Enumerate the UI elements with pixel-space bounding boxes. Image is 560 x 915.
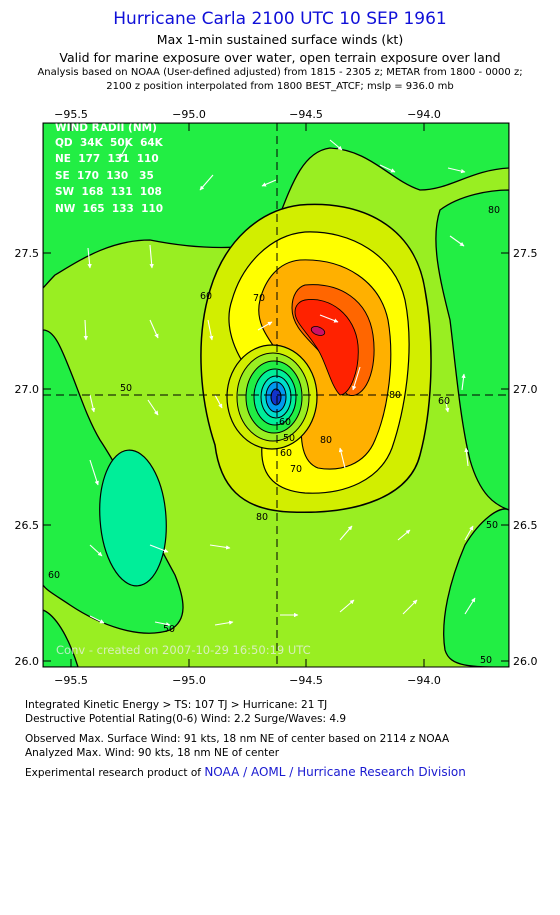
map-subtitle: Max 1-min sustained surface winds (kt): [156, 32, 404, 47]
band-30kt-west: [99, 449, 167, 587]
contour-label: 50: [163, 624, 175, 635]
lat-labels-left: 27.5 27.0 26.5 26.0: [15, 247, 40, 668]
wind-contour-field: 60 70 80 50 60 70 80 60 80 60 50 50 80 6…: [43, 122, 509, 667]
wind-analysis-map: 60 70 80 50 60 70 80 60 80 60 50 50 80 6…: [15, 108, 538, 687]
wind-radii-table: WIND RADII (NM) QD 34K 50K 64K NE 177 13…: [55, 122, 164, 215]
band-40kt-east: [435, 189, 509, 511]
contour-label: 70: [253, 293, 265, 304]
contour-label: 50: [486, 520, 498, 531]
dpr-line: Destructive Potential Rating(0-6) Wind: …: [25, 713, 347, 725]
wind-radii-title: WIND RADII (NM): [55, 122, 157, 134]
wind-radii-header: QD 34K 50K 64K: [55, 137, 164, 149]
lon-label: −94.5: [289, 108, 323, 121]
observed-max-wind: Observed Max. Surface Wind: 91 kts, 18 n…: [25, 733, 450, 745]
map-title: Hurricane Carla 2100 UTC 10 SEP 1961: [113, 9, 447, 29]
contour-label: 80: [320, 435, 332, 446]
contour-labels: 60 70 80 50 60 70 80 60 80 60 50 50 80 6…: [48, 205, 500, 666]
contour-label: 60: [438, 396, 450, 407]
lon-label: −94.0: [407, 108, 441, 121]
contour-label: 60: [280, 448, 292, 459]
contour-label: 60: [200, 291, 212, 302]
lat-label: 26.0: [15, 655, 40, 668]
lon-label: −95.5: [54, 108, 88, 121]
ike-line: Integrated Kinetic Energy > TS: 107 TJ >…: [25, 699, 328, 711]
hrd-link[interactable]: NOAA / AOML / Hurricane Research Divisio…: [204, 765, 466, 779]
band-40kt-southeast: [443, 508, 509, 667]
max-wind-center: [310, 326, 326, 336]
contour-label: 50: [120, 383, 132, 394]
contour-label: 50: [283, 433, 295, 444]
lat-label: 26.5: [513, 519, 538, 532]
contour-label: 50: [480, 655, 492, 666]
lon-label: −95.5: [54, 674, 88, 687]
lat-label: 27.0: [513, 383, 538, 396]
analysis-sources: Analysis based on NOAA (User-defined adj…: [37, 67, 523, 78]
lon-labels-top: −95.5 −95.0 −94.5 −94.0: [54, 108, 441, 121]
lon-label: −95.0: [172, 108, 206, 121]
plot-frame: [42, 122, 510, 668]
analyzed-max-wind: Analyzed Max. Wind: 90 kts, 18 nm NE of …: [25, 747, 280, 759]
lat-label: 26.0: [513, 655, 538, 668]
lon-labels-bottom: −95.5 −95.0 −94.5 −94.0: [54, 674, 441, 687]
lat-label: 27.5: [513, 247, 538, 260]
position-note: 2100 z position interpolated from 1800 B…: [106, 81, 454, 92]
lon-label: −95.0: [172, 674, 206, 687]
contour-label: 70: [290, 464, 302, 475]
eye-center: [270, 388, 282, 406]
wind-radii-row-sw: SW 168 131 108: [55, 186, 162, 198]
lat-labels-right: 27.5 27.0 26.5 26.0: [513, 247, 538, 668]
wind-radii-row-nw: NW 165 133 110: [55, 203, 163, 215]
lon-label: −94.0: [407, 674, 441, 687]
exposure-note: Valid for marine exposure over water, op…: [59, 50, 501, 65]
wind-radii-row-ne: NE 177 131 110: [55, 153, 159, 165]
band-100kt: [294, 299, 359, 396]
wind-vectors: [83, 139, 476, 627]
lat-label: 27.0: [15, 383, 40, 396]
product-credit: Experimental research product of NOAA / …: [25, 765, 466, 779]
contour-label: 80: [488, 205, 500, 216]
contour-label: 80: [256, 512, 268, 523]
credit-text: Conv - created on 2007-10-29 16:50:19 UT…: [56, 643, 311, 657]
contour-label: 60: [279, 417, 291, 428]
wind-radii-row-se: SE 170 130 35: [55, 170, 154, 182]
lat-label: 27.5: [15, 247, 40, 260]
experimental-text: Experimental research product of: [25, 767, 205, 779]
axis-ticks: [43, 123, 509, 667]
lat-label: 26.5: [15, 519, 40, 532]
contour-label: 60: [48, 570, 60, 581]
lon-label: −94.5: [289, 674, 323, 687]
